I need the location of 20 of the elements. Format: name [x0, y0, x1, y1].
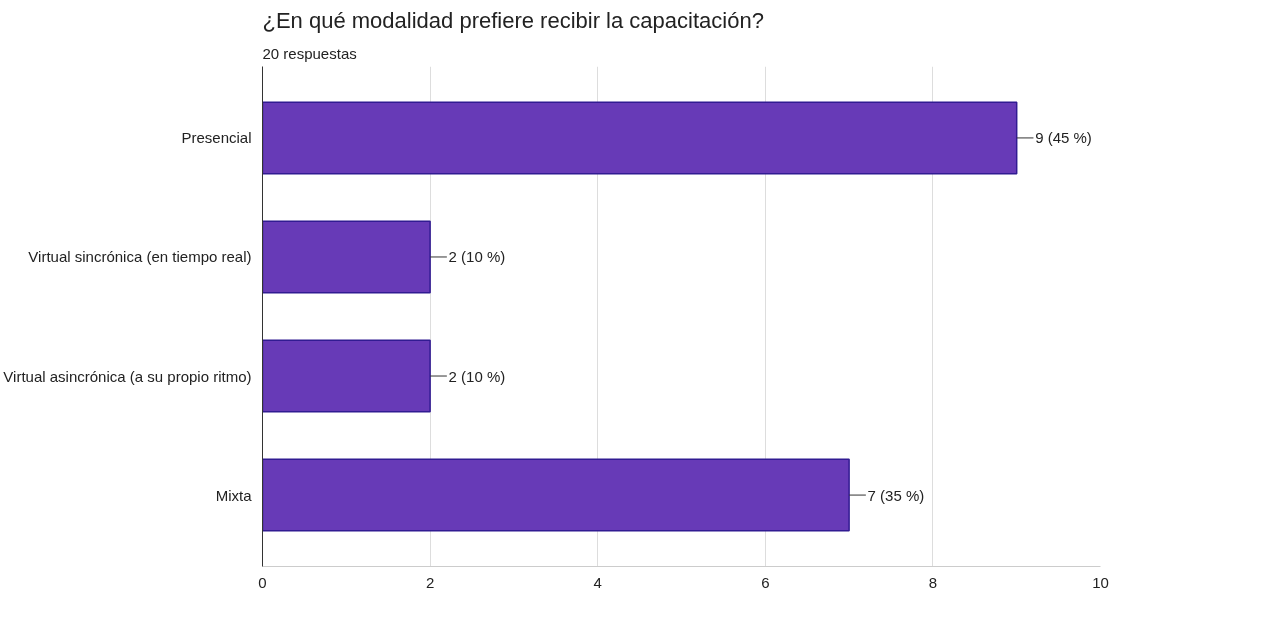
- chart-title: ¿En qué modalidad prefiere recibir la capacitación?: [262, 7, 764, 33]
- bar: [262, 220, 431, 294]
- x-tick-label: 2: [425, 573, 435, 591]
- x-tick-label: 0: [258, 573, 267, 591]
- y-tick-label: Mixta: [215, 486, 253, 504]
- data-label: 9 (45 %): [1035, 129, 1092, 147]
- bar: [262, 339, 431, 413]
- data-label: 2 (10 %): [448, 248, 506, 266]
- data-label: 7 (35 %): [867, 486, 925, 504]
- x-tick-label: 4: [593, 573, 602, 591]
- x-tick-label: 8: [928, 573, 938, 591]
- data-label: 2 (10 %): [448, 367, 506, 385]
- y-tick-label: Virtual sincrónica (en tiempo real): [28, 248, 252, 266]
- y-tick-label: Virtual asincrónica (a su propio ritmo): [3, 367, 252, 385]
- bar: [262, 101, 1018, 175]
- bar: [262, 458, 850, 532]
- x-tick-label: 6: [761, 573, 770, 591]
- x-tick-label: 10: [1092, 573, 1109, 591]
- chart-subtitle: 20 respuestas: [262, 44, 357, 62]
- y-tick-label: Presencial: [181, 129, 252, 147]
